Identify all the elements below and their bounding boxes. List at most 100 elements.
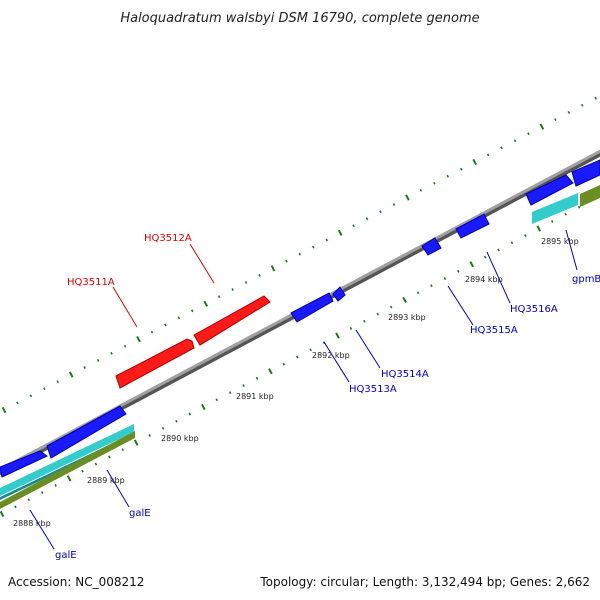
gene-label-gale-1[interactable]: galE xyxy=(129,508,151,519)
tick-label-2894: 2894 kbp xyxy=(465,275,503,284)
outer-minor-tick xyxy=(298,252,302,256)
inner-minor-tick xyxy=(577,205,581,209)
inner-minor-tick xyxy=(148,434,151,437)
tick-label-2890: 2890 kbp xyxy=(161,434,199,443)
inner-major-tick xyxy=(133,439,139,446)
leader-gale-1 xyxy=(106,469,130,508)
inner-minor-tick xyxy=(524,234,527,238)
outer-major-tick xyxy=(270,265,276,272)
inner-minor-tick xyxy=(188,412,192,416)
leader-gale-2 xyxy=(29,509,55,550)
outer-minor-tick xyxy=(96,358,100,362)
outer-minor-tick xyxy=(459,167,463,171)
inner-minor-tick xyxy=(255,376,259,380)
outer-minor-tick xyxy=(419,188,423,192)
outer-major-tick xyxy=(203,300,208,307)
inner-minor-tick xyxy=(550,219,554,223)
inner-minor-tick xyxy=(416,291,420,295)
inner-minor-tick xyxy=(242,384,245,387)
outer-major-tick xyxy=(337,229,343,236)
inner-minor-tick xyxy=(376,312,380,316)
outer-minor-tick xyxy=(190,309,194,313)
inner-minor-tick xyxy=(349,327,353,330)
inner-minor-tick xyxy=(108,455,111,459)
gene-label-hq3516a[interactable]: HQ3516A xyxy=(510,304,558,315)
outer-minor-tick xyxy=(231,288,234,291)
inner-minor-tick xyxy=(564,212,567,216)
leader-hq3512a xyxy=(189,243,215,284)
gene-blue-left-1[interactable] xyxy=(0,450,48,478)
outer-major-tick xyxy=(539,123,545,130)
gene-label-hq3515a[interactable]: HQ3515A xyxy=(470,325,518,336)
leader-gpmb xyxy=(565,229,578,271)
outer-major-tick xyxy=(1,406,7,414)
inner-major-tick xyxy=(201,403,206,411)
gene-hq3513a[interactable] xyxy=(290,292,334,323)
inner-minor-tick xyxy=(363,319,366,323)
inner-minor-tick xyxy=(457,269,460,273)
outer-minor-tick xyxy=(177,316,181,320)
outer-minor-tick xyxy=(527,132,530,136)
outer-major-tick xyxy=(405,194,410,201)
outer-minor-tick xyxy=(513,139,517,143)
gene-label-hq3514a[interactable]: HQ3514A xyxy=(381,369,429,380)
inner-minor-tick xyxy=(309,348,312,352)
inner-minor-tick xyxy=(94,462,98,466)
inner-minor-tick xyxy=(497,248,500,252)
inner-minor-tick xyxy=(430,284,433,288)
inner-minor-tick xyxy=(228,391,232,395)
map-title: Haloquadratum walsbyi DSM 16790, complet… xyxy=(120,11,479,26)
outer-minor-tick xyxy=(325,238,329,242)
gene-hq3516a[interactable] xyxy=(455,213,490,239)
gene-hq3512a[interactable] xyxy=(193,295,271,346)
inner-minor-tick xyxy=(510,241,514,245)
leader-hq3513a xyxy=(323,341,350,383)
inner-minor-tick xyxy=(81,469,84,473)
inner-minor-tick xyxy=(14,505,17,509)
gene-label-hq3512a[interactable]: HQ3512A xyxy=(144,233,192,244)
gene-hq3514a[interactable] xyxy=(332,286,346,302)
gene-label-hq3511a[interactable]: HQ3511A xyxy=(67,277,115,288)
leader-hq3515a xyxy=(447,285,474,326)
outer-minor-tick xyxy=(217,295,221,299)
gene-label-hq3513a[interactable]: HQ3513A xyxy=(349,384,397,395)
inner-tick-dots xyxy=(0,198,594,518)
outer-minor-tick xyxy=(594,96,597,100)
gene-label-gale-2[interactable]: galE xyxy=(55,550,77,561)
outer-minor-tick xyxy=(56,380,60,384)
outer-minor-tick xyxy=(285,259,288,263)
inner-major-tick xyxy=(66,475,72,482)
gene-blue-right-1[interactable] xyxy=(525,174,574,206)
cyan-band-left xyxy=(0,424,134,496)
inner-major-tick xyxy=(335,332,340,339)
inner-major-tick xyxy=(268,368,273,375)
outer-minor-tick xyxy=(244,281,248,284)
tick-label-2892: 2892 kbp xyxy=(312,351,350,360)
gene-label-gpmb[interactable]: gpmB xyxy=(572,274,600,285)
olive-band-right xyxy=(580,185,600,207)
tick-label-2889: 2889 kbp xyxy=(87,476,125,485)
outer-major-tick xyxy=(472,158,477,166)
inner-minor-tick xyxy=(215,398,219,402)
outer-minor-tick xyxy=(365,217,369,221)
outer-minor-tick xyxy=(567,111,571,114)
gene-hq3515a[interactable] xyxy=(421,237,442,256)
tick-label-2893: 2893 kbp xyxy=(388,313,426,322)
outer-minor-tick xyxy=(29,394,33,398)
accession-text: Accession: NC_008212 xyxy=(8,575,144,589)
outer-minor-tick xyxy=(352,224,355,228)
outer-minor-tick xyxy=(150,330,154,334)
inner-minor-tick xyxy=(40,491,44,494)
gene-hq3511a[interactable] xyxy=(115,338,195,389)
outer-minor-tick xyxy=(43,387,46,391)
gene-blue-right-2[interactable] xyxy=(571,159,600,187)
outer-minor-tick xyxy=(500,146,503,150)
outer-minor-tick xyxy=(446,174,450,178)
outer-major-tick xyxy=(68,371,74,378)
gene-blue-left-2[interactable] xyxy=(46,405,127,459)
inner-major-tick xyxy=(469,261,474,268)
label-leaders xyxy=(29,229,578,550)
outer-minor-tick xyxy=(83,366,86,369)
inner-minor-tick xyxy=(282,362,286,366)
